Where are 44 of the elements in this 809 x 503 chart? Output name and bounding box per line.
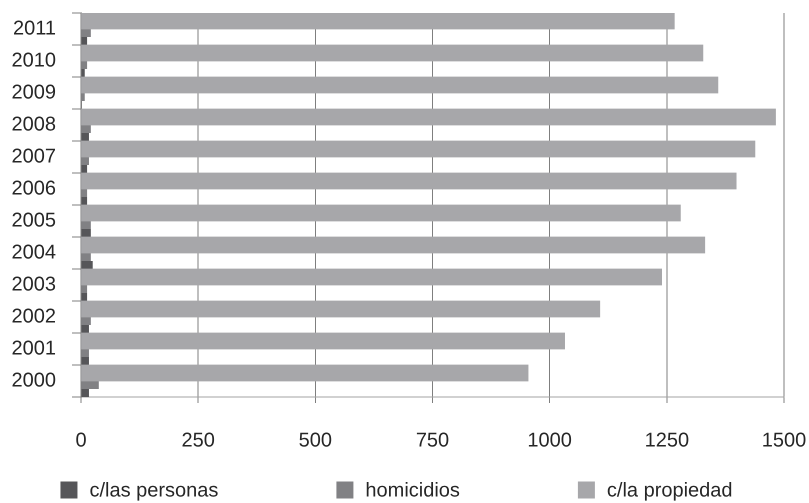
bar <box>81 364 528 382</box>
bar <box>81 108 776 126</box>
bar <box>82 293 88 301</box>
x-tick-label: 0 <box>75 430 87 452</box>
x-tick-label: 500 <box>298 430 332 452</box>
bar <box>82 389 89 397</box>
bar <box>81 140 756 158</box>
bar <box>81 13 675 30</box>
bar <box>82 261 93 269</box>
bar <box>81 332 565 350</box>
x-tick-label: 1250 <box>644 430 690 452</box>
bar <box>82 133 89 141</box>
bar <box>81 268 662 286</box>
y-tick-label: 2001 <box>12 338 56 360</box>
x-tick-label: 250 <box>181 430 215 452</box>
y-tick-label: 2009 <box>12 82 56 104</box>
bar <box>81 44 704 62</box>
bar <box>82 357 89 365</box>
x-tick-label: 750 <box>416 430 450 452</box>
y-tick-label: 2002 <box>12 306 56 328</box>
bar <box>81 204 681 222</box>
y-tick-label: 2010 <box>12 50 56 72</box>
bar <box>81 300 600 318</box>
y-tick-label: 2008 <box>12 114 56 136</box>
legend-label: homicidios <box>365 480 460 502</box>
y-tick-label: 2004 <box>12 242 56 264</box>
bar <box>82 37 88 45</box>
x-tick-label: 1000 <box>527 430 572 452</box>
bar <box>82 197 88 205</box>
y-tick-label: 2000 <box>12 370 56 392</box>
y-tick-label: 2007 <box>12 146 56 168</box>
y-tick-label: 2006 <box>12 178 56 200</box>
legend-label: c/la propiedad <box>606 480 733 502</box>
bar <box>82 325 89 333</box>
bar <box>81 76 718 94</box>
bar <box>82 165 88 173</box>
y-tick-label: 2005 <box>12 210 56 232</box>
y-tick-label: 2011 <box>12 18 56 40</box>
x-tick-label: 1500 <box>762 430 806 452</box>
bar <box>81 236 706 254</box>
bar <box>81 172 737 190</box>
y-tick-label: 2003 <box>12 274 56 296</box>
legend-label: c/las personas <box>89 480 218 502</box>
bar <box>82 229 91 237</box>
